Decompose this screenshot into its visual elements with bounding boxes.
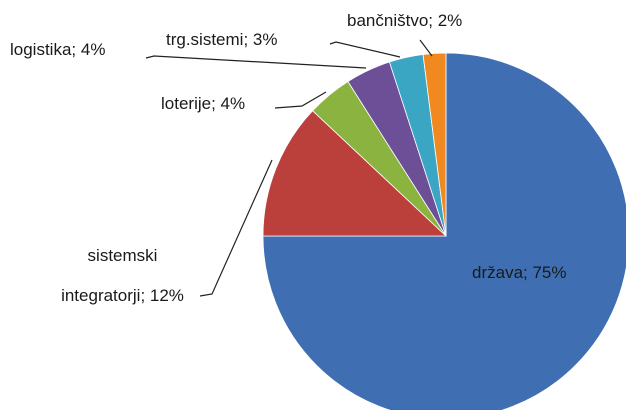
pie-slice [422, 52, 447, 237]
pie-slice [262, 110, 448, 237]
leader-line [329, 41, 401, 58]
leader-line [419, 39, 433, 57]
data-label: trg.sistemi; 3% [166, 30, 278, 49]
slices [262, 52, 626, 410]
data-label: bančništvo; 2% [347, 11, 463, 30]
leader-line [274, 91, 327, 109]
leader-line [199, 159, 273, 297]
data-label: sistemski integratorji; 12% [61, 246, 184, 305]
leader-line [145, 55, 367, 69]
data-label: logistika; 4% [10, 40, 106, 59]
pie-slice [262, 52, 626, 410]
data-label: država; 75% [472, 263, 567, 282]
data-label: loterije; 4% [161, 94, 246, 113]
